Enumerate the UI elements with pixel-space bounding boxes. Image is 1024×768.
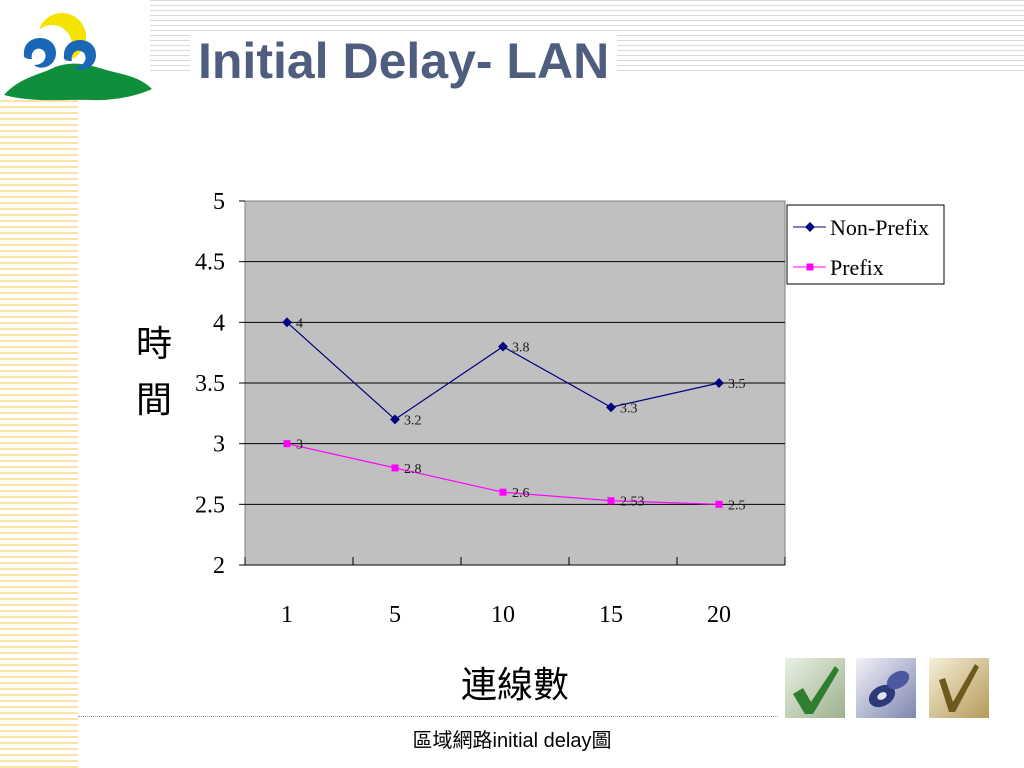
footer-divider <box>78 716 778 717</box>
y-tick-label: 3 <box>213 432 225 458</box>
data-point <box>499 488 507 496</box>
gold-checkmark-icon <box>929 658 989 718</box>
y-tick-label: 5 <box>213 189 225 215</box>
data-label: 3.3 <box>620 401 638 416</box>
blue-cd-disc-icon <box>856 658 916 718</box>
data-label: 3.8 <box>512 341 530 356</box>
y-tick-label: 2 <box>213 553 225 579</box>
data-point <box>282 317 292 328</box>
x-tick-label: 10 <box>491 602 515 628</box>
y-tick-label: 4.5 <box>195 250 225 276</box>
x-tick-label: 15 <box>599 602 623 628</box>
x-axis-label: 連線數 <box>461 665 569 705</box>
x-tick-label: 20 <box>707 602 731 628</box>
data-point <box>283 440 291 448</box>
legend-marker-non-prefix <box>805 222 815 232</box>
data-point <box>391 464 399 472</box>
data-label: 4 <box>296 316 303 331</box>
data-label: 3 <box>296 438 303 453</box>
data-label: 3.2 <box>404 413 422 428</box>
line-chart: 22.533.544.55 1 5 10 15 20 43.23.83.33.532.8… <box>136 189 945 705</box>
y-axis-label: 時間 <box>136 324 178 420</box>
data-label: 2.53 <box>620 495 645 510</box>
legend-marker-prefix <box>806 263 814 271</box>
gridlines <box>245 261 785 505</box>
page-title: Initial Delay- LAN <box>190 32 618 90</box>
side-stripes <box>0 100 78 768</box>
data-label: 2.6 <box>512 486 530 501</box>
data-point <box>607 497 615 505</box>
caption: 區域網路initial delay圖 <box>412 730 612 752</box>
series-layer: 4 3.2 3.8 3.3 3.5 3 2.8 2.6 2.53 2.5 <box>282 316 746 513</box>
y-tick-label: 4 <box>213 310 225 336</box>
y-tick-label: 3.5 <box>195 371 225 397</box>
x-tick-label: 1 <box>281 602 293 628</box>
legend: Non-Prefix Prefix <box>786 204 945 285</box>
logo-icon <box>4 13 152 101</box>
x-axis-ticks: 1 5 10 15 20 <box>244 557 786 628</box>
data-label: 3.5 <box>728 377 746 392</box>
data-label: 2.8 <box>404 462 422 477</box>
data-point <box>715 500 723 508</box>
x-tick-label: 5 <box>389 602 401 628</box>
green-checkmark-icon <box>785 658 845 718</box>
data-point <box>714 378 724 388</box>
legend-label-non-prefix: Non-Prefix <box>830 215 929 240</box>
data-point <box>606 402 616 413</box>
legend-label-prefix: Prefix <box>830 255 884 280</box>
data-label: 2.5 <box>728 498 746 513</box>
y-tick-label: 2.5 <box>195 492 225 518</box>
y-axis-ticks: 2 2.5 3 3.5 4 4.5 5 <box>195 189 245 579</box>
